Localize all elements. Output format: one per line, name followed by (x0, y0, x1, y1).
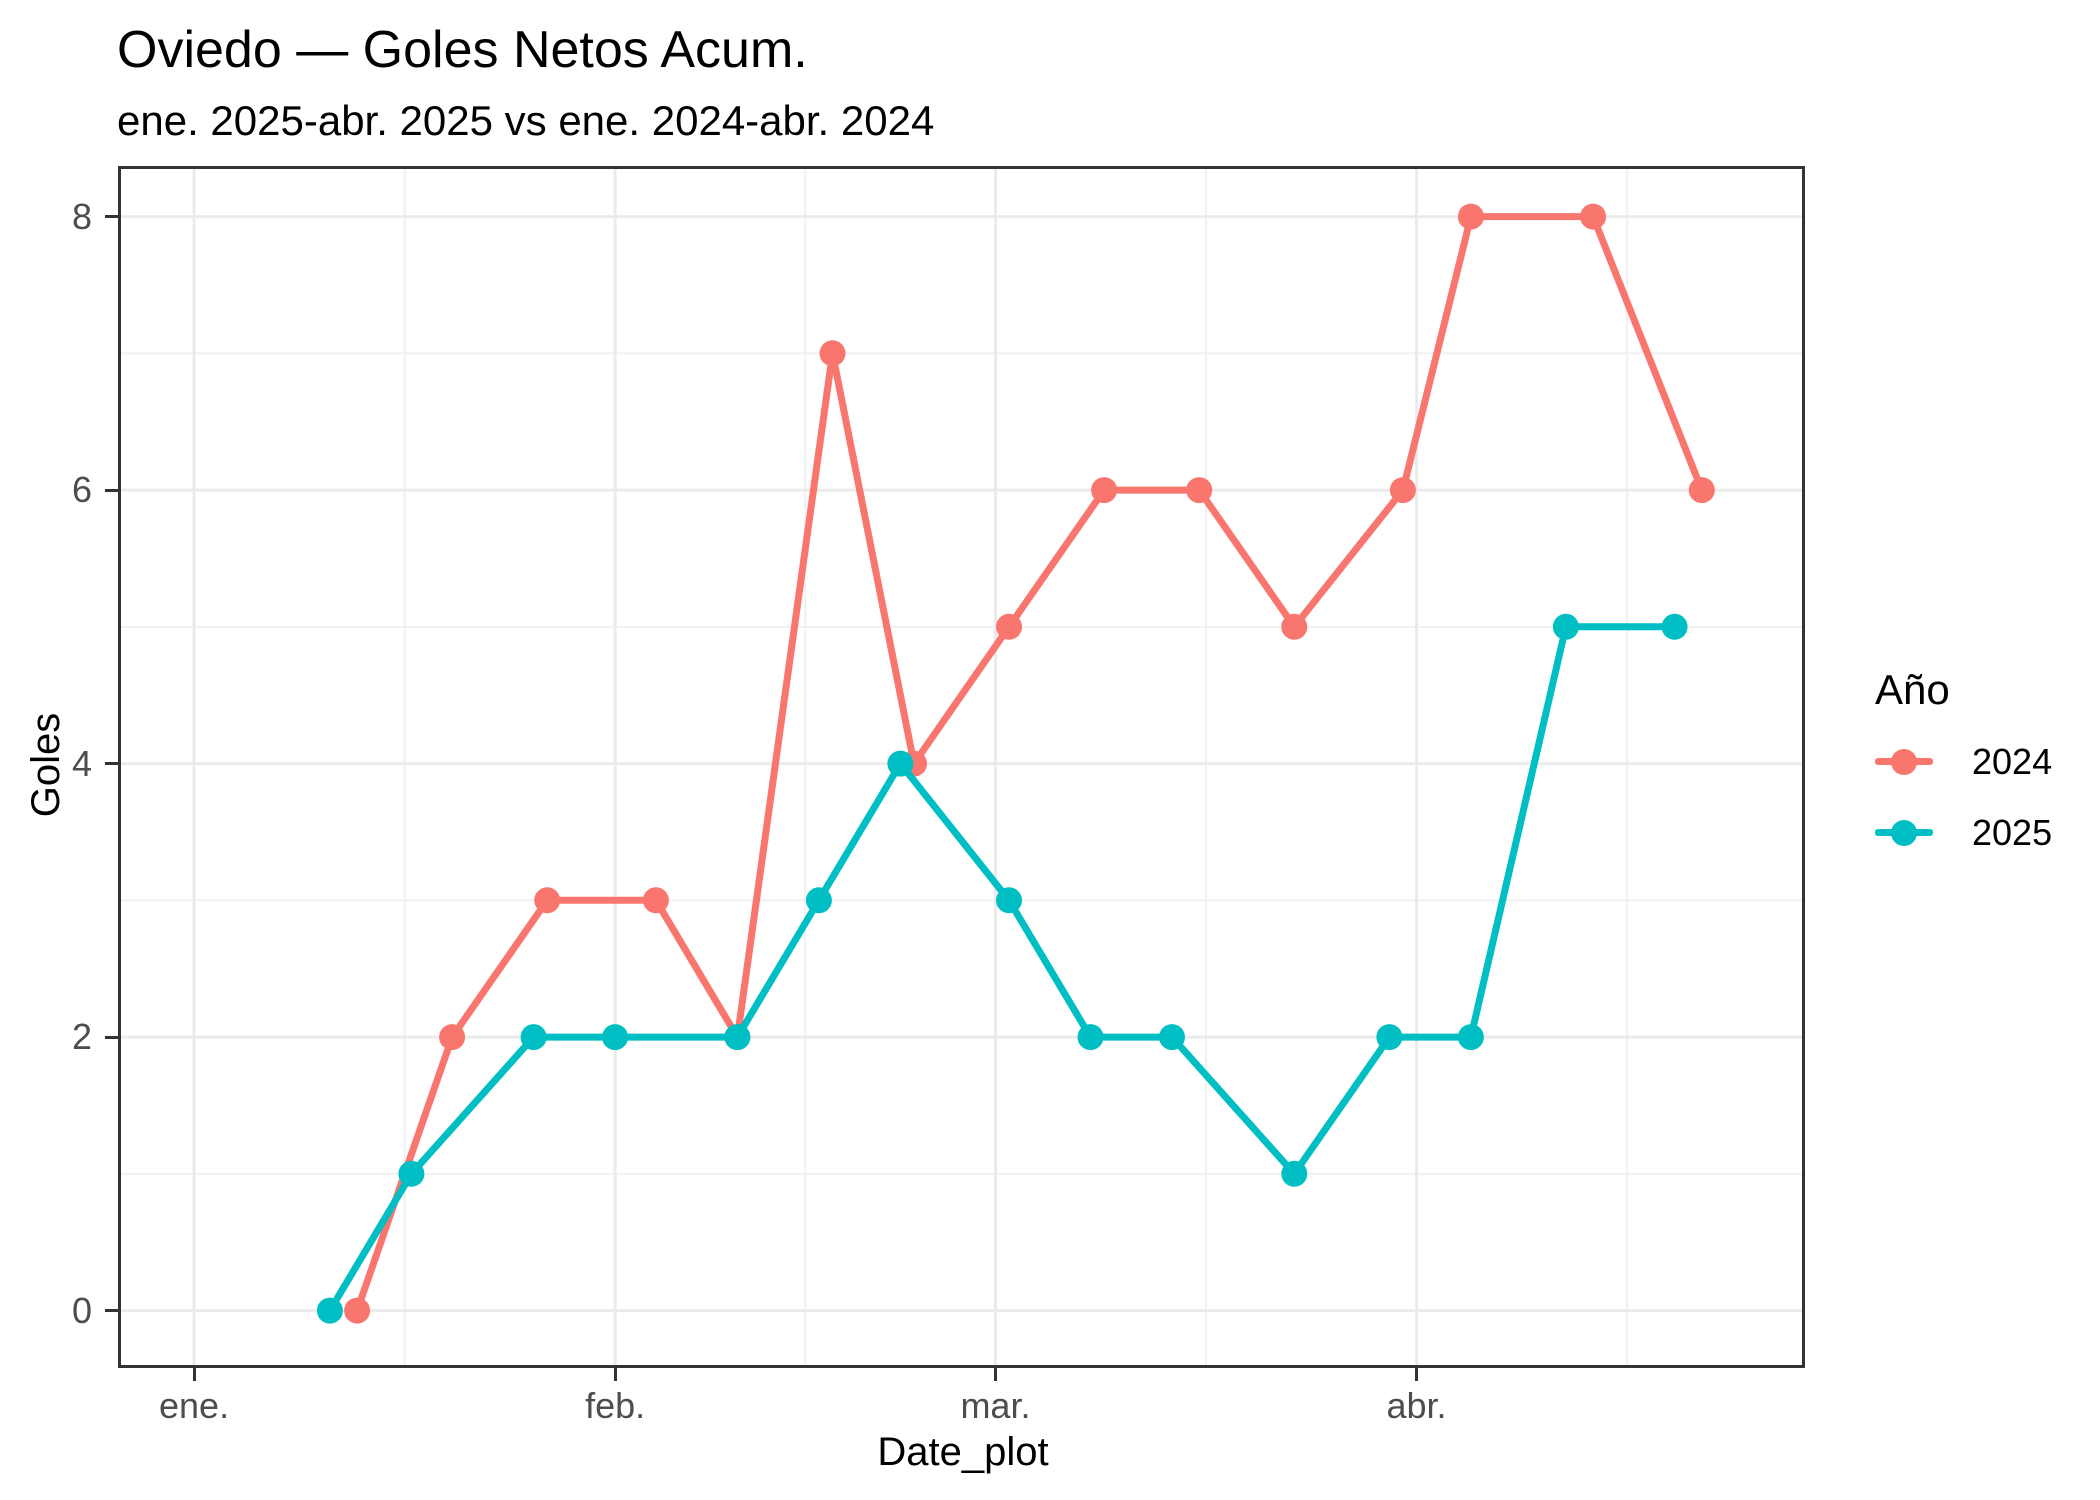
data-point-2025 (398, 1160, 425, 1187)
y-tick-label: 2 (71, 1016, 92, 1058)
data-point-2025 (1281, 1160, 1308, 1187)
data-point-2025 (1376, 1024, 1403, 1051)
chart-title: Oviedo — Goles Netos Acum. (117, 21, 808, 79)
series-line-2025 (326, 623, 1679, 1315)
data-point-2024 (1688, 477, 1715, 504)
data-point-2025 (1552, 613, 1579, 640)
data-point-2024 (344, 1297, 371, 1324)
x-tick-mark (993, 1368, 997, 1381)
y-tick-mark (105, 1309, 118, 1313)
legend-label-2024: 2024 (1972, 741, 2053, 782)
panel-border (118, 166, 1805, 1368)
data-point-2024 (1186, 477, 1213, 504)
data-point-2025 (887, 750, 914, 777)
data-point-2025 (1159, 1024, 1185, 1051)
data-point-2024 (996, 613, 1022, 640)
legend-point-icon (1891, 749, 1917, 775)
plot-panel (118, 166, 1805, 1368)
data-point-2025 (724, 1024, 751, 1051)
data-point-2025 (316, 1297, 343, 1324)
y-tick-mark (105, 488, 118, 492)
x-tick-label: ene. (159, 1385, 230, 1426)
y-tick-label: 6 (71, 469, 92, 511)
y-tick-mark (105, 1035, 118, 1039)
legend-item-2024: 2024 (1875, 741, 2053, 782)
data-point-2024 (1281, 613, 1308, 640)
chart-canvas (118, 166, 1805, 1368)
legend-key-2024 (1875, 744, 1933, 780)
legend-key-2025 (1875, 815, 1933, 851)
data-point-2024 (1389, 477, 1416, 504)
data-point-2025 (996, 887, 1022, 914)
data-point-2025 (805, 887, 832, 914)
x-tick-mark (192, 1368, 196, 1381)
data-point-2025 (602, 1024, 629, 1051)
data-point-2025 (520, 1024, 547, 1051)
legend-point-icon (1891, 820, 1917, 846)
data-point-2025 (1457, 1024, 1484, 1051)
data-point-2024 (642, 887, 669, 914)
x-tick-label: feb. (585, 1385, 646, 1426)
legend-title: Año (1875, 666, 1950, 713)
y-tick-mark (105, 215, 118, 219)
x-axis-title: Date_plot (877, 1430, 1049, 1474)
data-point-2024 (534, 887, 561, 914)
y-tick-label: 4 (71, 742, 92, 784)
data-point-2024 (439, 1024, 466, 1051)
chart-subtitle: ene. 2025-abr. 2025 vs ene. 2024-abr. 20… (117, 97, 935, 144)
x-tick-label: mar. (960, 1385, 1031, 1426)
data-point-2024 (819, 340, 846, 367)
y-tick-label: 8 (71, 195, 92, 237)
data-point-2024 (1091, 477, 1118, 504)
x-tick-mark (613, 1368, 617, 1381)
data-point-2025 (1077, 1024, 1104, 1051)
x-tick-label: abr. (1386, 1385, 1447, 1426)
data-point-2025 (1661, 613, 1688, 640)
legend-item-2025: 2025 (1875, 812, 2053, 853)
legend-label-2025: 2025 (1972, 812, 2053, 853)
y-tick-mark (105, 762, 118, 766)
x-tick-mark (1415, 1368, 1419, 1381)
data-point-2024 (1457, 203, 1484, 230)
data-point-2024 (1580, 203, 1607, 230)
y-tick-label: 0 (71, 1289, 92, 1331)
